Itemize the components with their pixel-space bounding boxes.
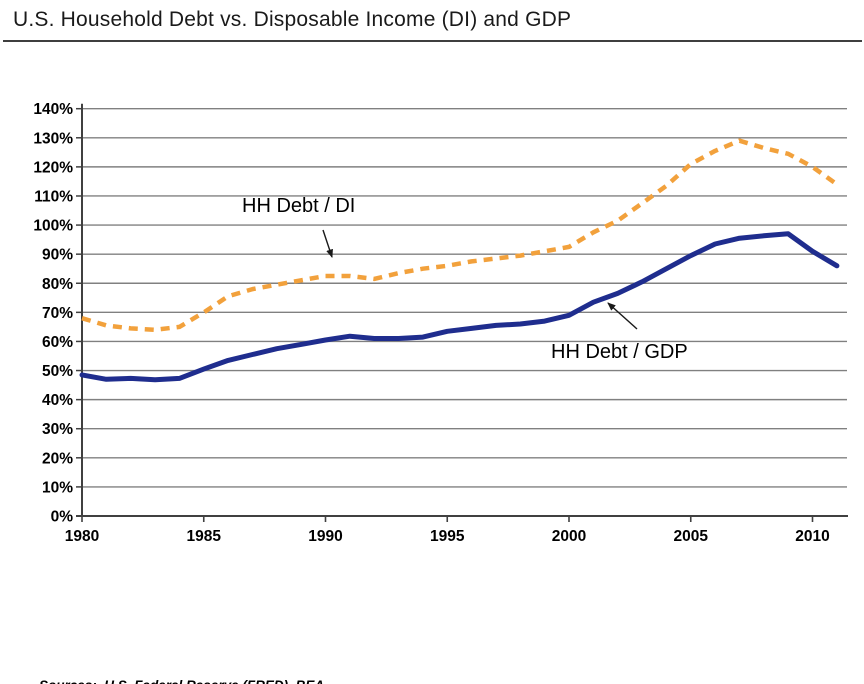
y-tick-label: 30% (42, 421, 73, 438)
x-tick-label: 1985 (187, 528, 222, 545)
sources-note: Sources: U.S. Federal Reserve (FRED), BE… (39, 677, 324, 684)
page-title: U.S. Household Debt vs. Disposable Incom… (13, 8, 572, 31)
y-tick-label: 90% (42, 247, 73, 264)
y-tick-label: 10% (42, 479, 73, 496)
y-tick-label: 110% (34, 188, 73, 205)
y-tick-label: 20% (42, 450, 73, 467)
x-tick-label: 1980 (65, 528, 99, 545)
annotation-arrow (322, 229, 333, 258)
y-tick-label: 60% (42, 334, 73, 351)
annotation-label: HH Debt / GDP (551, 341, 688, 363)
y-tick-label: 40% (42, 392, 73, 409)
y-tick-label: 100% (33, 218, 73, 235)
x-tick-label: 2000 (552, 528, 586, 545)
y-tick-label: 50% (42, 363, 73, 380)
annotation-arrow (607, 302, 638, 330)
x-tick-label: 1995 (430, 528, 465, 545)
y-tick-label: 140% (33, 101, 73, 118)
y-tick-label: 120% (33, 159, 73, 176)
y-tick-label: 130% (33, 130, 73, 147)
chart-footnotes: Sources: U.S. Federal Reserve (FRED), BE… (39, 641, 324, 684)
x-tick-label: 2010 (795, 528, 829, 545)
series-hh-debt-di-line (81, 138, 839, 333)
title-divider (3, 40, 862, 42)
series-hh-debt-gdp-line (79, 231, 840, 383)
y-tick-label: 80% (42, 276, 73, 293)
x-tick-label: 1990 (308, 528, 342, 545)
annotation-label: HH Debt / DI (242, 195, 355, 217)
x-tick-label: 2005 (674, 528, 709, 545)
y-tick-label: 70% (42, 305, 73, 322)
y-tick-label: 0% (51, 509, 74, 526)
